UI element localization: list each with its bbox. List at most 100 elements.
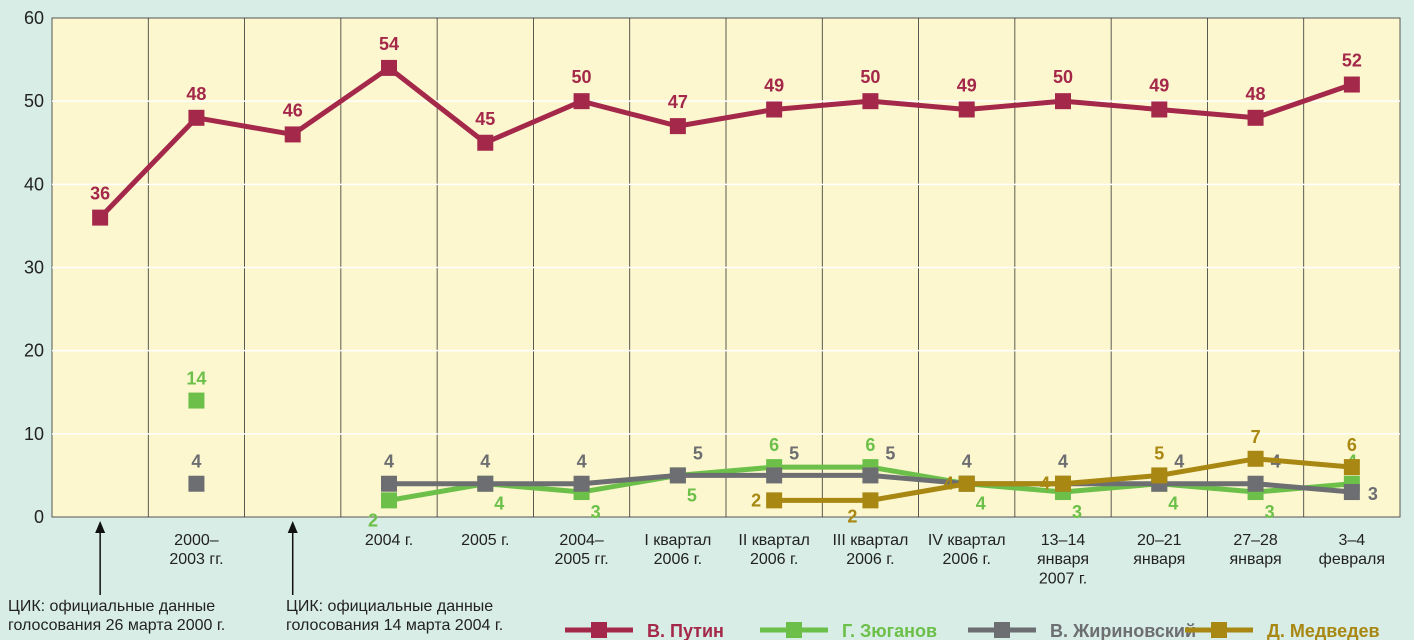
point-marker bbox=[477, 134, 494, 151]
data-label: 50 bbox=[572, 67, 592, 87]
data-label: 3 bbox=[1072, 502, 1082, 522]
data-label: 4 bbox=[962, 452, 972, 472]
point-marker bbox=[669, 467, 686, 484]
point-marker bbox=[1343, 484, 1360, 501]
y-tick-label: 0 bbox=[34, 507, 44, 527]
data-label: 48 bbox=[186, 84, 206, 104]
x-tick-label: 27–28 января bbox=[1230, 532, 1282, 568]
data-label: 7 bbox=[1251, 427, 1261, 447]
data-label: 49 bbox=[764, 75, 784, 95]
legend-marker bbox=[786, 622, 802, 638]
point-marker bbox=[1055, 475, 1071, 492]
data-label: 4 bbox=[1168, 494, 1178, 514]
point-marker bbox=[573, 475, 590, 492]
annotation: ЦИК: официальные данные голосования 26 ма… bbox=[8, 598, 225, 634]
point-marker bbox=[188, 109, 205, 126]
data-label: 45 bbox=[475, 109, 495, 129]
y-tick-label: 10 bbox=[24, 424, 44, 444]
point-marker bbox=[1247, 475, 1264, 492]
point-marker bbox=[958, 101, 975, 118]
y-tick-label: 50 bbox=[24, 91, 44, 111]
legend-label: Г. Зюганов bbox=[842, 621, 937, 640]
point-marker bbox=[284, 126, 301, 143]
data-label: 5 bbox=[789, 443, 799, 463]
legend-marker bbox=[591, 622, 607, 638]
legend-label: В. Путин bbox=[647, 621, 724, 640]
legend-marker bbox=[1211, 622, 1227, 638]
point-marker bbox=[1247, 109, 1264, 126]
point-marker bbox=[381, 492, 397, 509]
data-label: 49 bbox=[1149, 75, 1169, 95]
point-marker bbox=[92, 209, 109, 226]
data-label: 50 bbox=[1053, 67, 1073, 87]
data-label: 4 bbox=[480, 452, 490, 472]
data-label: 6 bbox=[1347, 435, 1357, 455]
data-label: 6 bbox=[769, 435, 779, 455]
point-marker bbox=[766, 467, 783, 484]
data-label: 46 bbox=[283, 100, 303, 120]
point-marker bbox=[862, 467, 879, 484]
x-tick-label: IV квартал 2006 г. bbox=[928, 532, 1006, 568]
data-label: 36 bbox=[90, 184, 110, 204]
data-label: 47 bbox=[668, 92, 688, 112]
y-tick-label: 60 bbox=[24, 8, 44, 28]
data-label: 4 bbox=[1040, 474, 1050, 494]
point-marker bbox=[381, 475, 397, 492]
data-label: 6 bbox=[865, 435, 875, 455]
point-marker bbox=[1343, 459, 1360, 476]
point-marker bbox=[862, 93, 879, 110]
y-tick-label: 20 bbox=[24, 341, 44, 361]
x-tick-label: I квартал 2006 г. bbox=[644, 532, 711, 568]
legend-label: Д. Медведев bbox=[1267, 621, 1380, 640]
x-tick-label: III квартал 2006 г. bbox=[832, 532, 908, 568]
point-marker bbox=[573, 93, 590, 110]
annotation: ЦИК: официальные данные голосования 14 ма… bbox=[286, 598, 503, 634]
data-label: 4 bbox=[577, 452, 587, 472]
x-tick-label: 2005 г. bbox=[461, 532, 509, 549]
point-marker bbox=[766, 492, 783, 509]
x-tick-label: 3–4 февраля bbox=[1319, 532, 1385, 568]
data-label: 4 bbox=[1058, 452, 1068, 472]
point-marker bbox=[188, 475, 205, 492]
data-label: 5 bbox=[1154, 443, 1164, 463]
legend-marker bbox=[994, 622, 1010, 638]
data-label: 4 bbox=[384, 452, 394, 472]
point-marker bbox=[1055, 93, 1071, 110]
data-label: 4 bbox=[1174, 452, 1184, 472]
data-label: 5 bbox=[693, 443, 703, 463]
point-marker bbox=[1151, 101, 1168, 118]
point-marker bbox=[1247, 450, 1264, 467]
data-label: 2 bbox=[751, 490, 761, 510]
x-tick-label: 2000– 2003 гг. bbox=[169, 532, 223, 568]
data-label: 52 bbox=[1342, 51, 1362, 71]
point-marker bbox=[1343, 76, 1360, 93]
data-label: 2 bbox=[847, 506, 857, 526]
y-tick-label: 40 bbox=[24, 174, 44, 194]
data-label: 2 bbox=[368, 510, 378, 530]
series-line bbox=[98, 65, 1353, 220]
point-marker bbox=[188, 392, 205, 409]
x-tick-label: II квартал 2006 г. bbox=[738, 532, 809, 568]
point-marker bbox=[669, 118, 686, 135]
point-marker bbox=[862, 492, 879, 509]
data-label: 4 bbox=[976, 494, 986, 514]
point-marker bbox=[766, 101, 783, 118]
data-label: 3 bbox=[591, 502, 601, 522]
data-label: 4 bbox=[944, 474, 954, 494]
point-marker bbox=[958, 475, 975, 492]
data-label: 48 bbox=[1246, 84, 1266, 104]
arrow-head bbox=[95, 521, 106, 533]
data-label: 3 bbox=[1368, 484, 1378, 504]
data-label: 4 bbox=[191, 452, 201, 472]
data-label: 3 bbox=[1265, 502, 1275, 522]
legend-label: В. Жириновский bbox=[1050, 621, 1196, 640]
point-marker bbox=[381, 59, 397, 76]
point-marker bbox=[477, 475, 494, 492]
x-tick-label: 2004 г. bbox=[365, 532, 413, 549]
x-tick-label: 13–14 января 2007 г. bbox=[1037, 532, 1089, 587]
arrow-head bbox=[287, 521, 298, 533]
data-label: 5 bbox=[687, 485, 697, 505]
data-label: 50 bbox=[860, 67, 880, 87]
y-tick-label: 30 bbox=[24, 258, 44, 278]
